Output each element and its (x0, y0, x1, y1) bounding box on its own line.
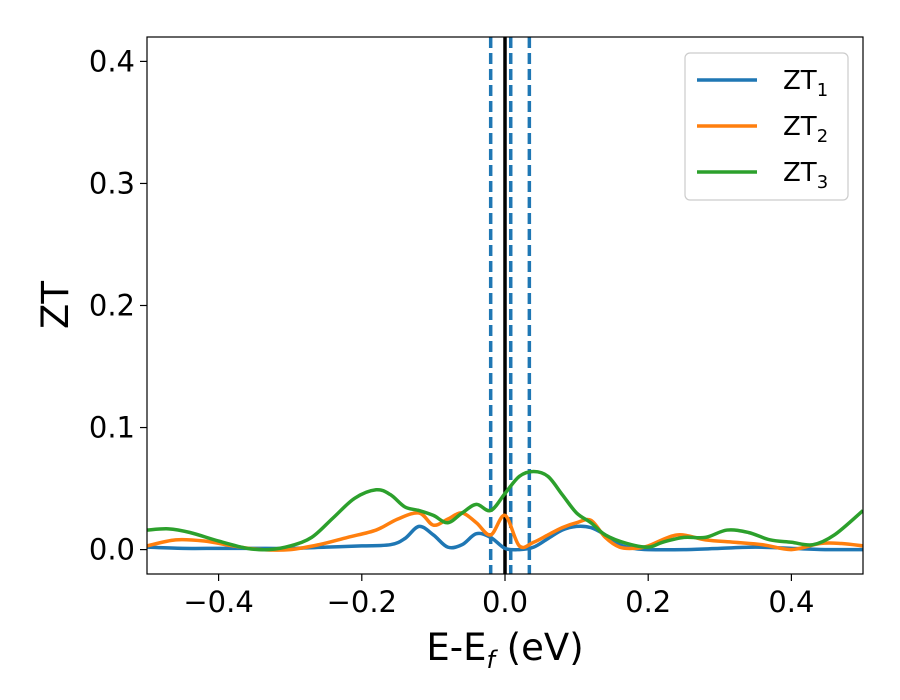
x-tick-label: 0.0 (482, 585, 528, 619)
x-tick-label: 0.4 (768, 585, 814, 619)
series-line-zt3 (147, 469, 863, 552)
series-layer (147, 469, 863, 552)
legend-label-zt2: ZT2 (783, 112, 828, 147)
y-tick-label: 0.1 (89, 411, 135, 445)
y-tick-label: 0.2 (89, 289, 135, 323)
x-axis-label: E-Ef (eV) (426, 626, 583, 674)
x-tick-label: −0.4 (183, 585, 253, 619)
x-axis: −0.4 −0.2 0.0 0.2 0.4 (183, 574, 814, 619)
x-axis-label-main: E-E (426, 626, 486, 669)
legend-label-zt1: ZT1 (783, 66, 828, 101)
fermi-reference-lines (488, 37, 532, 574)
y-tick-label: 0.0 (89, 533, 135, 567)
legend-box (684, 52, 849, 201)
y-tick-label: 0.4 (89, 44, 135, 78)
series-line-zt2 (147, 511, 863, 552)
legend-label-zt3: ZT3 (783, 158, 828, 193)
y-tick-label: 0.3 (89, 166, 135, 200)
y-axis: 0.0 0.1 0.2 0.3 0.4 (89, 44, 147, 567)
series-line-zt1 (147, 524, 863, 552)
y-axis-label: ZT (34, 281, 77, 329)
x-tick-label: 0.2 (625, 585, 671, 619)
x-tick-label: −0.2 (327, 585, 397, 619)
legend: ZT1 ZT2 ZT3 (684, 52, 849, 201)
x-axis-label-unit: (eV) (495, 626, 584, 669)
